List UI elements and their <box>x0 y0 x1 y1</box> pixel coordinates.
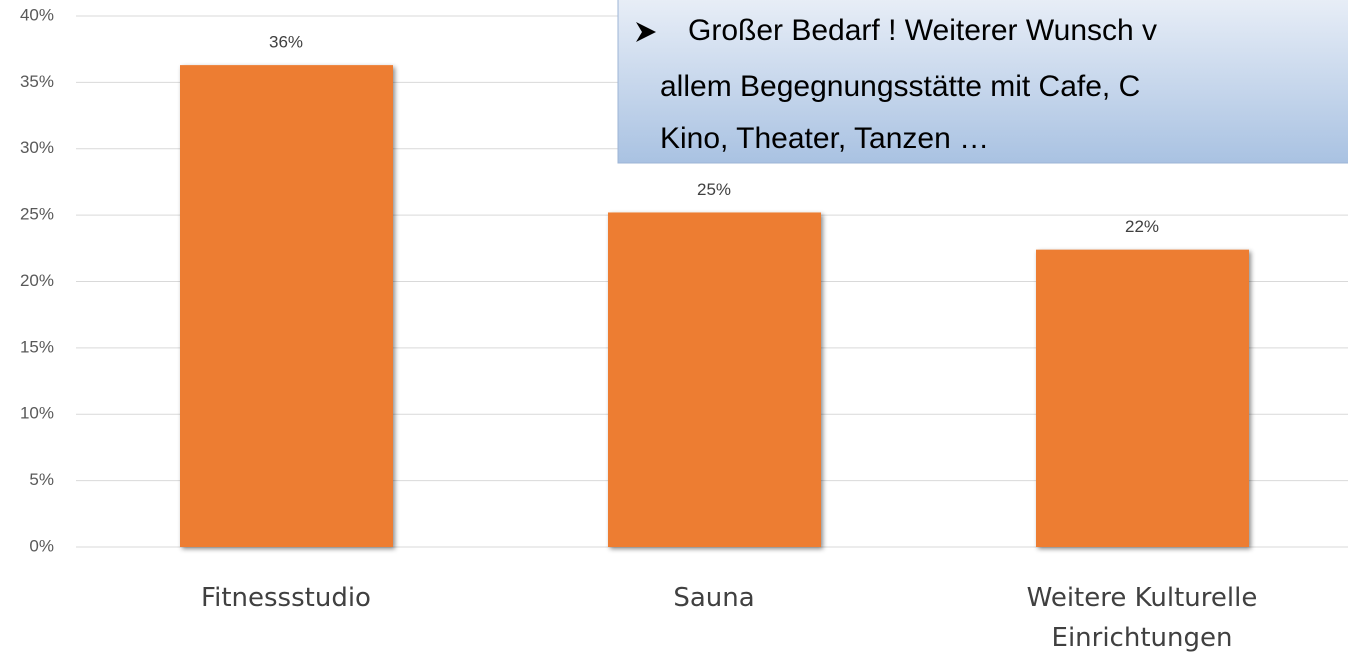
y-tick-label: 20% <box>20 271 54 290</box>
bar <box>608 212 821 547</box>
data-label: 22% <box>1125 217 1159 236</box>
annotation-line: allem Begegnungsstätte mit Cafe, C <box>660 70 1140 103</box>
y-tick-label: 35% <box>20 72 54 91</box>
bar <box>1036 249 1249 547</box>
annotation-background <box>617 0 1348 164</box>
y-tick-label: 5% <box>29 470 54 489</box>
y-tick-label: 30% <box>20 138 54 157</box>
annotation-line: Kino, Theater, Tanzen … <box>660 122 989 155</box>
data-label: 25% <box>697 180 731 199</box>
annotation-box: Großer Bedarf ! Weiterer Wunsch v allem … <box>617 0 1348 164</box>
bars: 36% 25% 22% <box>180 33 1249 548</box>
y-tick-label: 25% <box>20 205 54 224</box>
bullet-arrow <box>636 22 656 42</box>
y-tick-label: 15% <box>20 337 54 356</box>
bar <box>180 65 393 548</box>
x-tick-label: Weitere Kulturelle Einrichtungen <box>1026 583 1258 653</box>
x-tick-label: Sauna <box>673 583 755 613</box>
annotation-line: Großer Bedarf ! Weiterer Wunsch v <box>688 14 1157 47</box>
y-tick-label: 10% <box>20 404 54 423</box>
x-tick-label: Fitnessstudio <box>201 583 371 613</box>
y-tick-label: 40% <box>20 5 54 24</box>
data-label: 36% <box>269 33 303 52</box>
y-tick-label: 0% <box>29 536 54 555</box>
